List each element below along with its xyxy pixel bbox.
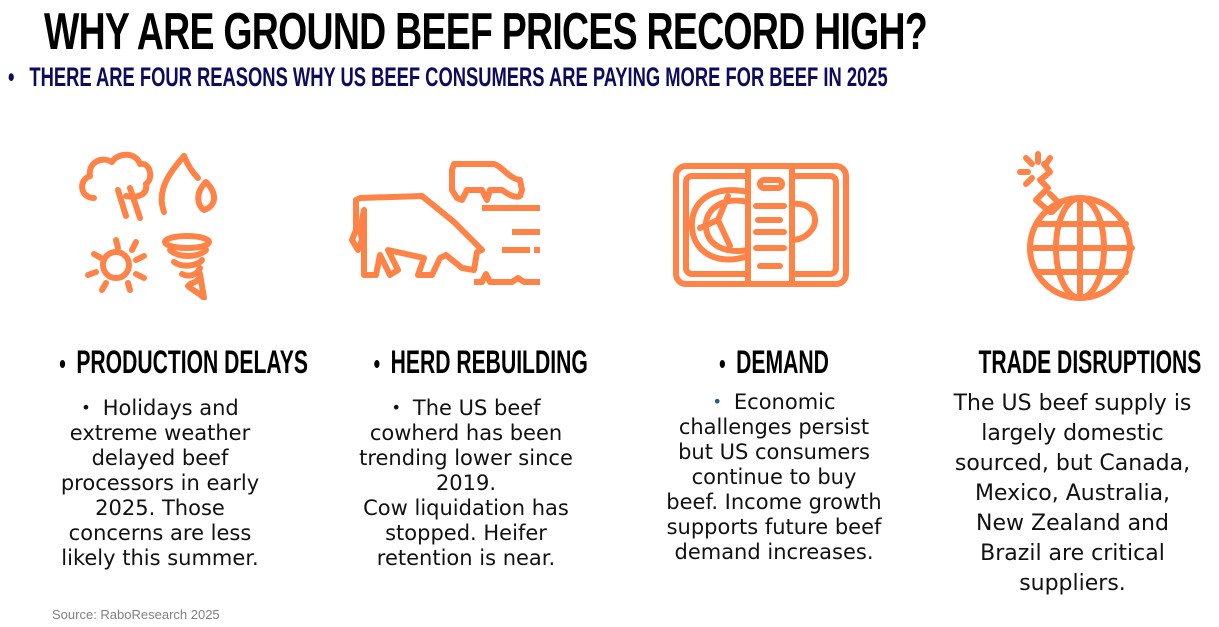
- heading-bullet: •: [373, 348, 381, 379]
- body-line: 2025. Those: [95, 496, 225, 520]
- body-line-text: Holidays and: [102, 396, 239, 420]
- reason-demand: • DEMAND • Economic challenges persist but…: [634, 343, 914, 565]
- body-bullet: •: [712, 392, 722, 411]
- body-line: extreme weather: [69, 421, 251, 445]
- reason-body: • Economic challenges persist but US cons…: [634, 389, 914, 565]
- body-line: likely this summer.: [61, 546, 259, 570]
- packaged-meat-icon: [672, 162, 850, 288]
- heading-text: TRADE DISRUPTIONS: [978, 344, 1202, 380]
- reason-body: The US beef supply is largely domestic s…: [930, 389, 1215, 599]
- weather-icon: [74, 150, 219, 300]
- reason-body: • The US beef cowherd has been trending l…: [326, 395, 606, 571]
- body-line: • Economic: [634, 389, 914, 415]
- body-line: • The US beef: [326, 395, 606, 421]
- body-line: Mexico, Australia,: [974, 481, 1171, 506]
- globe-bomb-icon: [1008, 150, 1138, 305]
- reason-heading: TRADE DISRUPTIONS: [978, 343, 1201, 381]
- body-line: continue to buy: [691, 465, 857, 489]
- body-line-text: Economic: [733, 390, 836, 414]
- reason-heading: • PRODUCTION DELAYS: [59, 343, 308, 383]
- body-line: but US consumers: [678, 440, 870, 464]
- body-line-text: The US beef: [412, 396, 541, 420]
- heading-bullet: •: [719, 348, 726, 379]
- body-line: stopped. Heifer: [385, 521, 547, 545]
- body-line: cowherd has been: [369, 421, 563, 445]
- body-line: challenges persist: [678, 415, 870, 439]
- cattle-herd-icon: [342, 160, 542, 290]
- body-line: trending lower since: [359, 446, 573, 470]
- heading-bullet: •: [59, 348, 66, 379]
- reason-production-delays: • PRODUCTION DELAYS • Holidays and extreme…: [10, 343, 308, 571]
- body-line: suppliers.: [1019, 571, 1126, 596]
- subtitle-text: THERE ARE FOUR REASONS WHY US BEEF CONSU…: [29, 62, 888, 92]
- body-bullet: •: [81, 398, 91, 417]
- reason-body: • Holidays and extreme weather delayed be…: [10, 395, 290, 571]
- heading-text: HERD REBUILDING: [390, 344, 588, 380]
- body-line: • Holidays and: [30, 395, 290, 421]
- page-title: WHY ARE GROUND BEEF PRICES RECORD HIGH?: [44, 3, 928, 61]
- subtitle-bullet: •: [8, 62, 15, 92]
- body-line: Cow liquidation has: [363, 496, 569, 520]
- body-line: sourced, but Canada,: [954, 451, 1191, 476]
- reason-heading: • DEMAND: [682, 343, 867, 383]
- reason-trade-disruptions: TRADE DISRUPTIONS The US beef supply is …: [930, 343, 1215, 599]
- source-citation: Source: RaboResearch 2025: [52, 607, 220, 622]
- heading-text: DEMAND: [736, 344, 829, 380]
- body-line: The US beef supply is: [953, 391, 1192, 416]
- heading-text: PRODUCTION DELAYS: [76, 344, 308, 380]
- body-line: beef. Income growth: [666, 490, 882, 514]
- body-line: 2019.: [435, 471, 497, 495]
- body-line: retention is near.: [376, 546, 556, 570]
- body-line: largely domestic: [981, 421, 1164, 446]
- body-line: supports future beef: [666, 515, 882, 539]
- body-line: concerns are less: [68, 521, 252, 545]
- body-line: Brazil are critical: [980, 541, 1165, 566]
- body-line: delayed beef: [91, 446, 229, 470]
- reason-herd-rebuilding: • HERD REBUILDING • The US beef cowherd ha…: [326, 343, 606, 571]
- body-line: New Zealand and: [976, 511, 1169, 536]
- body-bullet: •: [391, 398, 401, 417]
- page-subtitle: • THERE ARE FOUR REASONS WHY US BEEF CONS…: [8, 60, 888, 94]
- body-line: processors in early: [60, 471, 260, 495]
- body-line: demand increases.: [674, 540, 874, 564]
- reason-heading: • HERD REBUILDING: [373, 343, 588, 383]
